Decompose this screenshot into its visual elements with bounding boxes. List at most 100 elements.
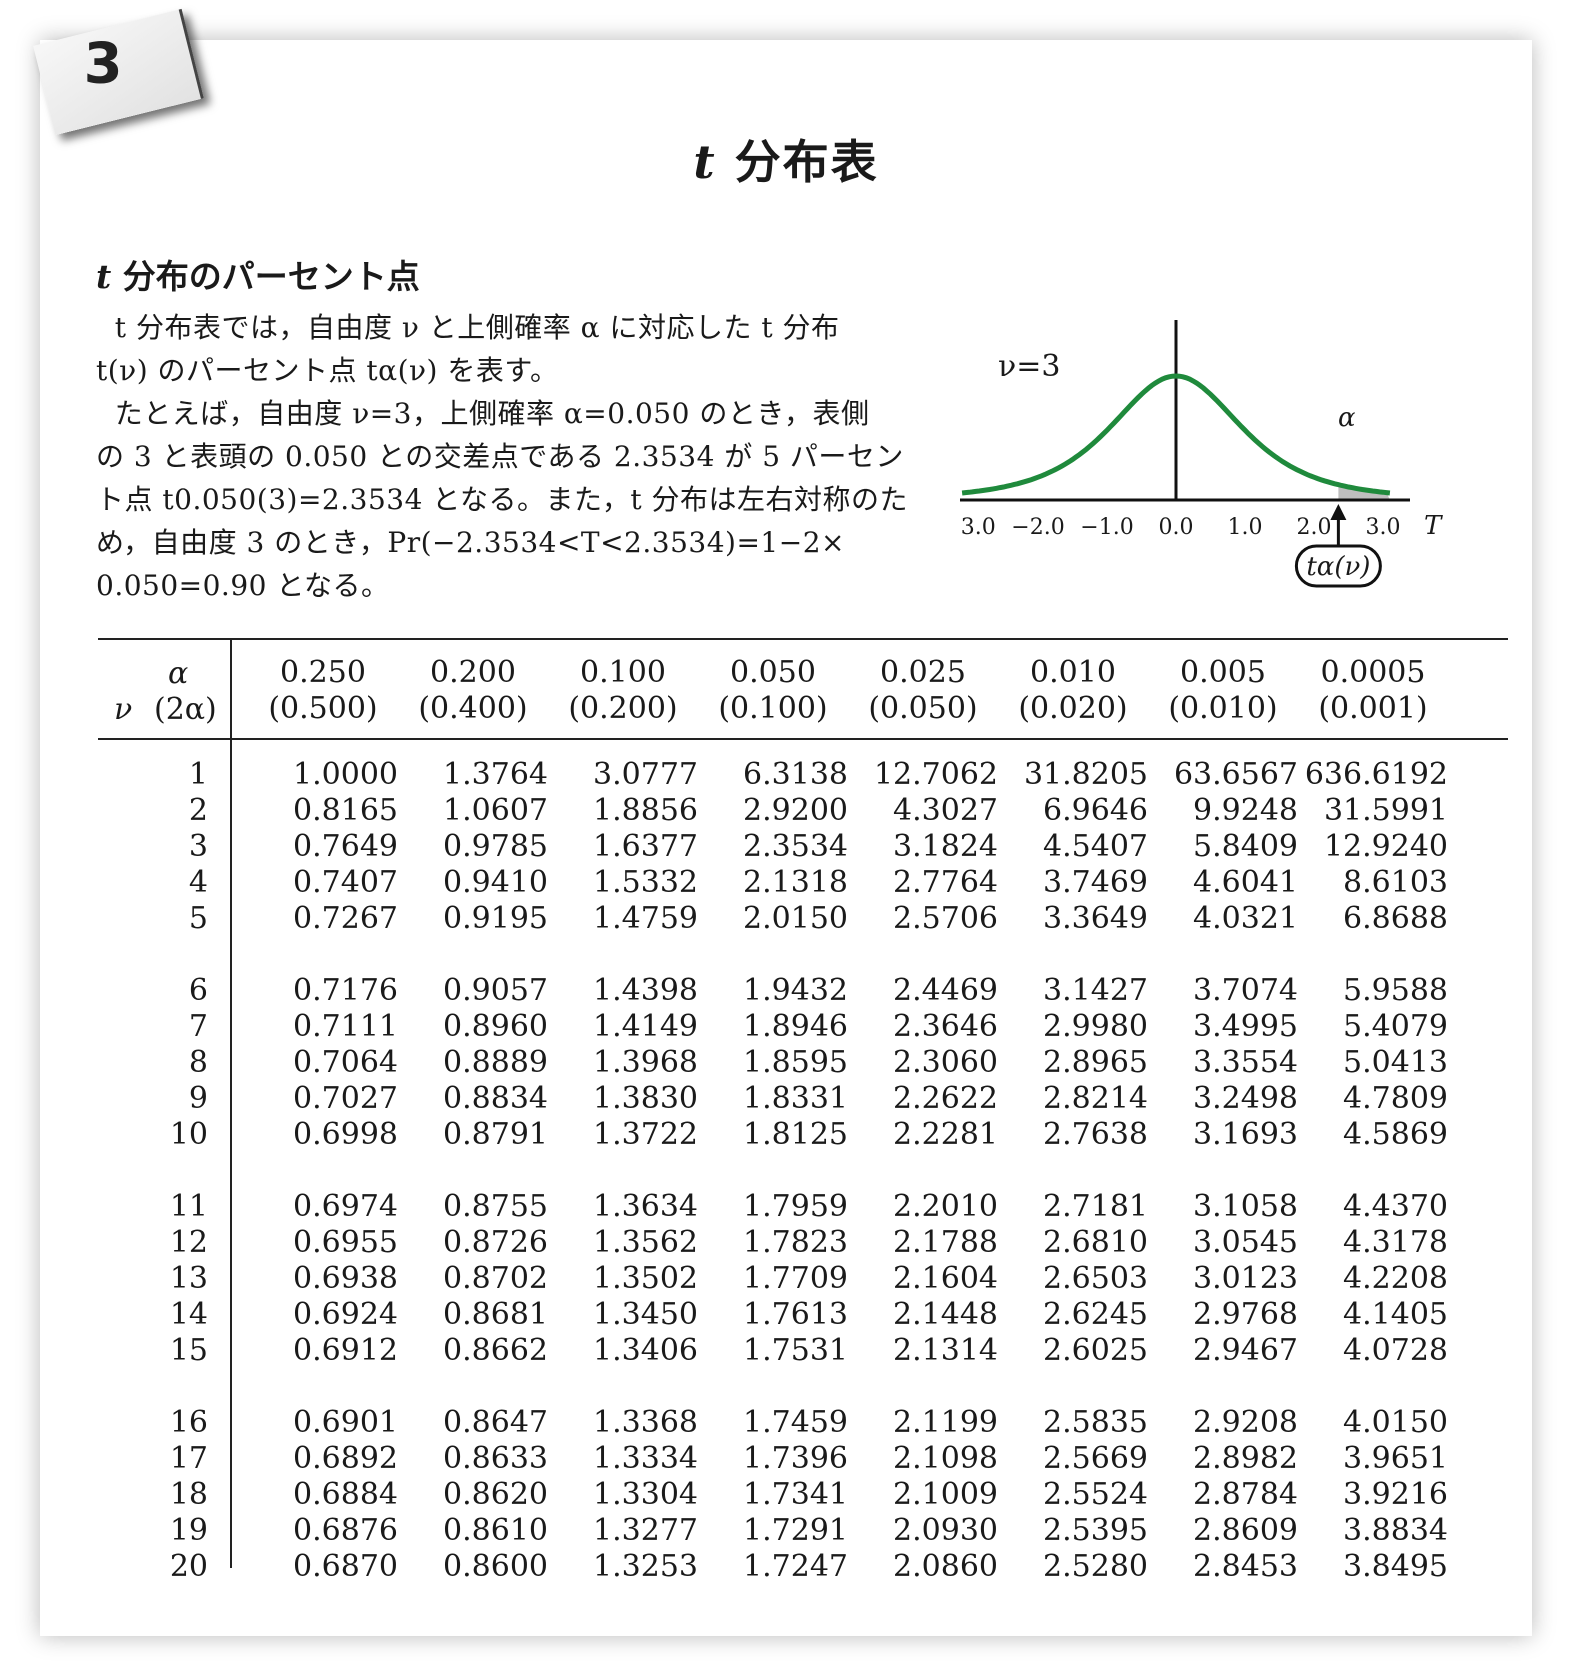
row-label-nu: 3 <box>188 829 208 864</box>
table-cell: 4.5407 <box>1043 829 1148 864</box>
table-cell: 4.2208 <box>1343 1261 1448 1296</box>
column-header-two-alpha: (0.400) <box>418 691 528 726</box>
table-cell: 2.4469 <box>893 973 998 1008</box>
table-cell: 1.7613 <box>743 1297 848 1332</box>
table-cell: 1.3502 <box>593 1261 698 1296</box>
section-heading-text: 分布のパーセント点 <box>122 257 420 296</box>
table-cell: 0.8889 <box>443 1045 548 1080</box>
table-cell: 2.5669 <box>1043 1441 1148 1476</box>
table-cell: 3.9216 <box>1343 1477 1448 1512</box>
table-cell: 3.1824 <box>893 829 998 864</box>
table-cell: 2.2281 <box>893 1117 998 1152</box>
marker-label-box <box>1294 544 1382 588</box>
table-cell: 4.7809 <box>1343 1081 1448 1116</box>
table-cell: 3.1693 <box>1193 1117 1298 1152</box>
table-cell: 2.3060 <box>893 1045 998 1080</box>
table-cell: 2.6810 <box>1043 1225 1148 1260</box>
table-cell: 0.8960 <box>443 1009 548 1044</box>
chapter-tab: 3 <box>33 8 204 136</box>
table-cell: 2.1318 <box>743 865 848 900</box>
row-label-nu: 2 <box>188 793 208 828</box>
chapter-number: 3 <box>83 31 123 97</box>
table-cell: 2.5835 <box>1043 1405 1148 1440</box>
table-cell: 1.7823 <box>743 1225 848 1260</box>
table-cell: 2.3534 <box>743 829 848 864</box>
table-cell: 1.7341 <box>743 1477 848 1512</box>
row-label-nu: 4 <box>188 865 208 900</box>
arrow-head-icon <box>1330 504 1347 520</box>
row-label-nu: 6 <box>188 973 208 1008</box>
tick-label: −3.0 <box>960 515 996 540</box>
description-line: t 分布表では，自由度 ν と上側確率 α に対応した t 分布 <box>96 311 840 344</box>
table-cell: 2.5706 <box>893 901 998 936</box>
row-label-nu: 14 <box>169 1297 208 1332</box>
table-cell: 1.8946 <box>743 1009 848 1044</box>
row-label-nu: 12 <box>169 1225 208 1260</box>
table-cell: 1.3562 <box>593 1225 698 1260</box>
table-cell: 4.1405 <box>1343 1297 1448 1332</box>
density-curve <box>961 373 1391 496</box>
table-cell: 0.8791 <box>443 1117 548 1152</box>
table-cell: 12.7062 <box>873 757 998 792</box>
critical-value-marker: tα(ν) <box>1294 504 1382 588</box>
table-cell: 2.8609 <box>1193 1513 1298 1548</box>
table-cell: 5.4079 <box>1343 1009 1448 1044</box>
column-header-alpha: 0.250 <box>280 655 366 690</box>
table-cell: 2.8214 <box>1043 1081 1148 1116</box>
row-label-nu: 8 <box>188 1045 208 1080</box>
table-cell: 0.9410 <box>443 865 548 900</box>
table-cell: 2.2622 <box>893 1081 998 1116</box>
table-cell: 0.6998 <box>293 1117 398 1152</box>
table-cell: 2.1098 <box>893 1441 998 1476</box>
table-cell: 3.7074 <box>1193 973 1298 1008</box>
table-cell: 1.7459 <box>743 1405 848 1440</box>
table-cell: 1.0607 <box>443 793 548 828</box>
table-cell: 2.8982 <box>1193 1441 1298 1476</box>
table-cell: 2.1009 <box>893 1477 998 1512</box>
table-cell: 4.0728 <box>1343 1333 1448 1368</box>
table-cell: 2.1788 <box>893 1225 998 1260</box>
table-cell: 2.7764 <box>893 865 998 900</box>
table-cell: 0.8726 <box>443 1225 548 1260</box>
table-cell: 1.4398 <box>593 973 698 1008</box>
table-cell: 0.8755 <box>443 1189 548 1224</box>
table-cell: 3.0777 <box>593 757 698 792</box>
table-cell: 2.0930 <box>893 1513 998 1548</box>
table-cell: 2.6245 <box>1043 1297 1148 1332</box>
table-cell: 1.7959 <box>743 1189 848 1224</box>
row-label-nu: 9 <box>188 1081 208 1116</box>
header-alpha-symbol: α <box>168 656 189 691</box>
table-cell: 2.8965 <box>1043 1045 1148 1080</box>
table-cell: 2.5280 <box>1043 1549 1148 1584</box>
table-cell: 4.0150 <box>1343 1405 1448 1440</box>
table-cell: 1.7531 <box>743 1333 848 1368</box>
table-cell: 1.0000 <box>293 757 398 792</box>
table-cell: 5.9588 <box>1343 973 1448 1008</box>
row-label-nu: 13 <box>169 1261 208 1296</box>
table-cell: 1.3406 <box>593 1333 698 1368</box>
header-nu-symbol: ν <box>114 692 133 727</box>
table-cell: 0.6974 <box>293 1189 398 1224</box>
table-cell: 1.3304 <box>593 1477 698 1512</box>
table-cell: 2.8453 <box>1193 1549 1298 1584</box>
table-cell: 0.8662 <box>443 1333 548 1368</box>
row-label-nu: 11 <box>169 1189 208 1224</box>
table-cell: 2.9200 <box>743 793 848 828</box>
table-cell: 0.6884 <box>293 1477 398 1512</box>
column-header-alpha: 0.100 <box>580 655 666 690</box>
table-cell: 0.8610 <box>443 1513 548 1548</box>
table-cell: 63.6567 <box>1173 757 1298 792</box>
table-cell: 3.9651 <box>1343 1441 1448 1476</box>
table-cell: 2.9768 <box>1193 1297 1298 1332</box>
tick-label: 2.0 <box>1297 515 1332 540</box>
table-cell: 8.6103 <box>1343 865 1448 900</box>
table-cell: 2.5524 <box>1043 1477 1148 1512</box>
description-line: ト点 t0.050(3)=2.3534 となる。また，t 分布は左右対称のた <box>96 483 909 516</box>
table-cell: 1.3450 <box>593 1297 698 1332</box>
table-cell: 4.6041 <box>1193 865 1298 900</box>
table-cell: 0.6912 <box>293 1333 398 1368</box>
marker-label: tα(ν) <box>1306 552 1370 582</box>
description-line: 0.050=0.90 となる。 <box>96 569 390 602</box>
table-cell: 0.6955 <box>293 1225 398 1260</box>
table-cell: 6.9646 <box>1043 793 1148 828</box>
